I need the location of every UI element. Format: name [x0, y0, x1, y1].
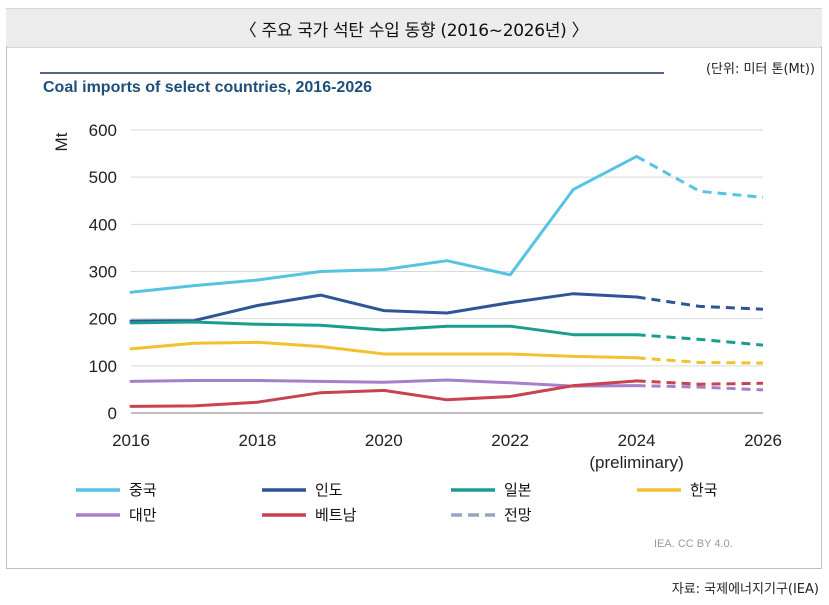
- series-5: [129, 379, 764, 408]
- series-line-actual: [129, 292, 639, 323]
- x-tick-sublabel: (preliminary): [589, 453, 683, 472]
- series-line-forecast: [636, 295, 764, 311]
- legend-item: 일본: [451, 481, 532, 499]
- legend-label: 인도: [315, 481, 343, 499]
- series-3: [129, 340, 764, 365]
- legend-label: 전망: [504, 506, 532, 524]
- chart-title: Coal imports of select countries, 2016-2…: [43, 79, 373, 96]
- y-tick-label: 300: [89, 263, 117, 282]
- legend-item: 한국: [637, 481, 718, 499]
- y-tick-label: 200: [89, 310, 117, 329]
- legend-item: 베트남: [262, 506, 357, 524]
- source-label: 자료: 국제에너지기구(IEA): [671, 582, 819, 597]
- legend-item: 전망: [451, 506, 532, 524]
- legend-item: 중국: [76, 481, 157, 499]
- x-tick-label: 2022: [491, 431, 529, 450]
- series-line-forecast: [636, 333, 764, 347]
- legend-label: 중국: [129, 481, 157, 499]
- series-0: [129, 154, 764, 294]
- series-line-actual: [129, 378, 639, 388]
- chart-frame: [6, 46, 822, 569]
- legend-label: 대만: [129, 506, 157, 524]
- series-1: [129, 292, 764, 323]
- series-2: [129, 320, 764, 347]
- x-tick-label: 2026: [744, 431, 782, 450]
- x-tick-label: 2024: [618, 431, 656, 450]
- credit-label: IEA. CC BY 4.0.: [654, 538, 733, 550]
- unit-label: (단위: 미터 톤(Mt)): [705, 62, 815, 77]
- y-tick-label: 100: [89, 357, 117, 376]
- legend-label: 한국: [690, 481, 718, 499]
- page-title: 〈 주요 국가 석탄 수입 동향 (2016~2026년) 〉: [6, 8, 822, 48]
- title-rule: [40, 72, 664, 74]
- y-tick-label: 500: [89, 168, 117, 187]
- series-line-actual: [129, 340, 639, 360]
- legend-item: 인도: [262, 481, 343, 499]
- x-tick-label: 2018: [238, 431, 276, 450]
- legend-label: 베트남: [315, 506, 357, 524]
- series-line-forecast: [636, 356, 764, 365]
- x-tick-label: 2020: [365, 431, 403, 450]
- legend-label: 일본: [504, 481, 532, 499]
- series-line-actual: [129, 320, 639, 337]
- y-tick-label: 0: [108, 404, 117, 423]
- y-axis-label: Mt: [52, 132, 71, 151]
- x-tick-label: 2016: [112, 431, 150, 450]
- y-tick-label: 400: [89, 215, 117, 234]
- series-lines: [129, 154, 764, 408]
- y-tick-label: 600: [89, 121, 117, 140]
- series-line-forecast: [636, 379, 764, 386]
- legend-item: 대만: [76, 506, 157, 524]
- series-4: [129, 378, 764, 392]
- series-line-forecast: [636, 384, 764, 392]
- axes: 0 100 200 300 400 500 600 2016 2018 2020 2022 2024 2…: [52, 121, 782, 472]
